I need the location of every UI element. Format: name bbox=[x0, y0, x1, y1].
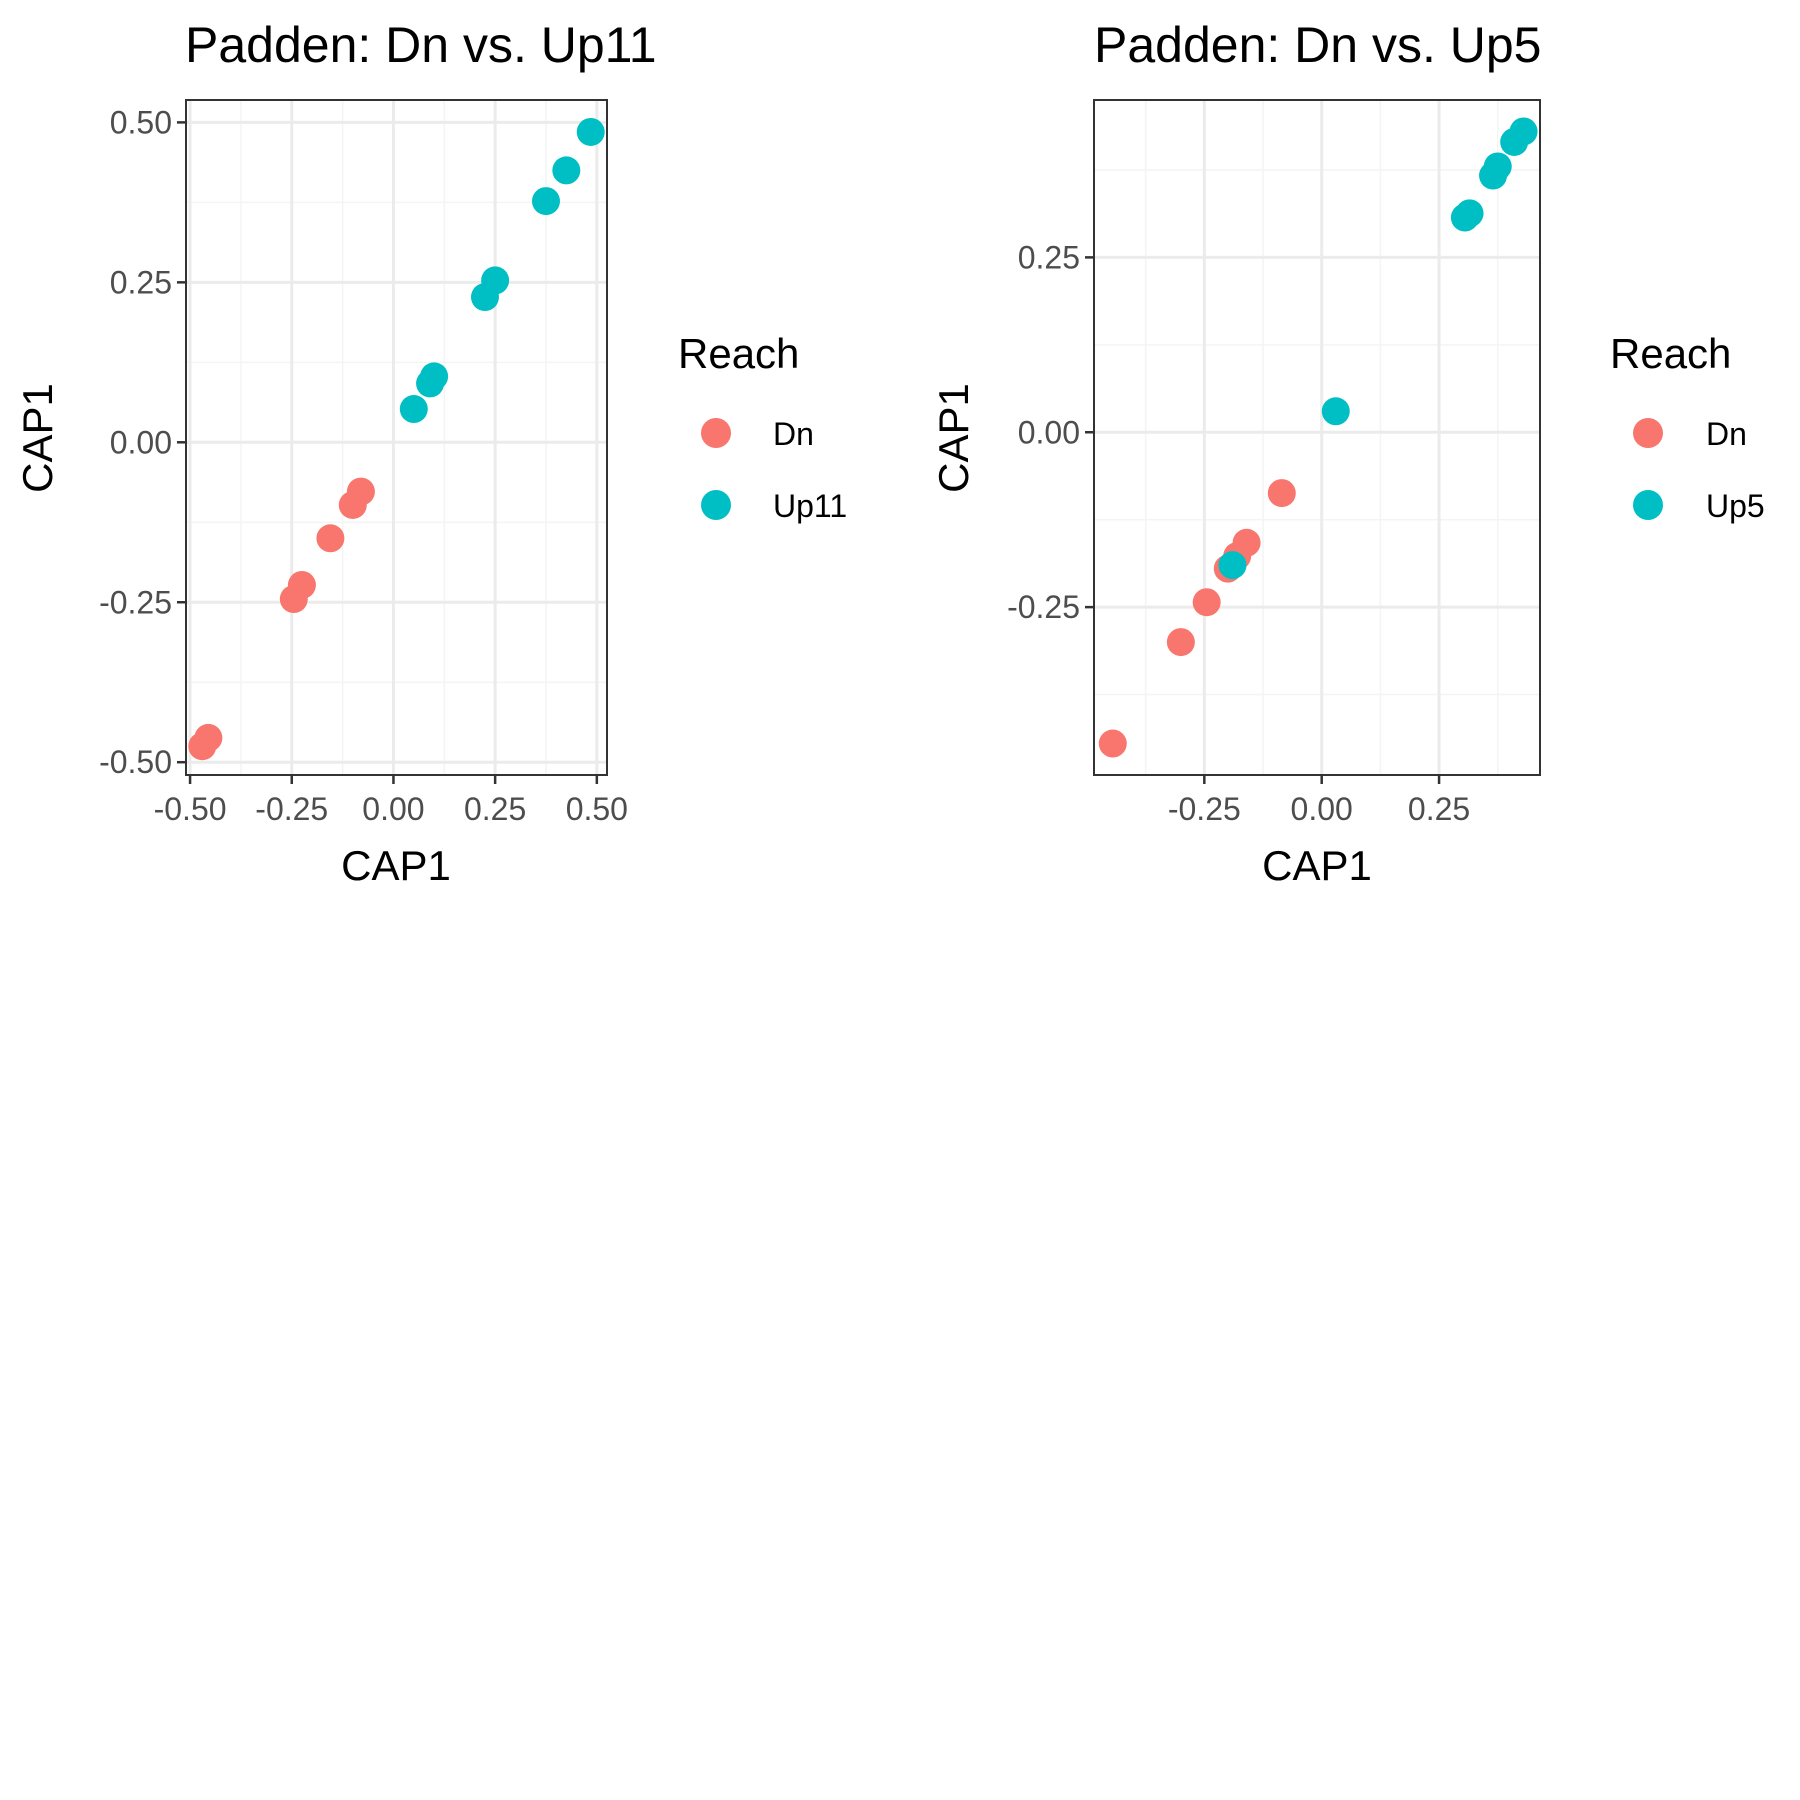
data-point-up5 bbox=[1321, 397, 1350, 426]
y-tick-label: -0.25 bbox=[99, 584, 172, 620]
data-point-dn bbox=[1232, 528, 1261, 557]
y-tick-label: -0.50 bbox=[99, 744, 172, 780]
legend-key-up5 bbox=[1633, 490, 1663, 520]
x-tick-label: -0.25 bbox=[255, 791, 328, 827]
legend-label-dn: Dn bbox=[1706, 416, 1747, 452]
data-point-dn bbox=[1166, 628, 1195, 657]
legend-title: Reach bbox=[678, 330, 799, 377]
data-point-dn bbox=[1098, 729, 1127, 758]
data-point-dn bbox=[316, 524, 345, 553]
data-point-up5 bbox=[1509, 117, 1538, 146]
x-axis-title: CAP1 bbox=[341, 842, 451, 889]
panel-border bbox=[185, 99, 608, 776]
y-axis-title: CAP1 bbox=[14, 383, 61, 493]
data-point-up5 bbox=[1455, 199, 1484, 228]
data-point-dn bbox=[1192, 588, 1221, 617]
chart-dn-vs-up11: -0.50 -0.25 0.00 0.25 0.50 -0.50 -0.25 0.00 0.25… bbox=[14, 17, 847, 889]
data-point-dn bbox=[346, 477, 375, 506]
legend-label-up11: Up11 bbox=[773, 488, 847, 524]
y-tick-label: 0.50 bbox=[110, 104, 172, 140]
chart-dn-vs-up5: -0.25 0.00 0.25 -0.25 0.00 0.25 Padden: Dn vs.… bbox=[930, 17, 1765, 889]
data-point-up11 bbox=[481, 266, 510, 295]
x-tick-label: 0.25 bbox=[464, 791, 526, 827]
y-tick-label: 0.00 bbox=[110, 424, 172, 460]
legend-key-dn bbox=[1633, 418, 1663, 448]
data-point-dn bbox=[287, 570, 316, 599]
data-point-up11 bbox=[399, 395, 428, 424]
y-tick-label: 0.25 bbox=[110, 264, 172, 300]
legend-title: Reach bbox=[1610, 330, 1731, 377]
y-tick-label: 0.00 bbox=[1018, 414, 1080, 450]
legend-label-up5: Up5 bbox=[1706, 488, 1765, 524]
panel-border bbox=[1093, 99, 1541, 776]
chart-title: Padden: Dn vs. Up11 bbox=[185, 17, 657, 73]
data-point-up11 bbox=[552, 156, 581, 185]
x-tick-label: 0.50 bbox=[566, 791, 628, 827]
data-point-dn bbox=[194, 723, 223, 752]
y-tick-label: 0.25 bbox=[1018, 239, 1080, 275]
x-tick-label: -0.25 bbox=[1168, 791, 1241, 827]
data-point-up5 bbox=[1483, 152, 1512, 181]
x-tick-label: 0.25 bbox=[1408, 791, 1470, 827]
legend-key-dn bbox=[701, 418, 731, 448]
data-point-up11 bbox=[531, 187, 560, 216]
data-point-up11 bbox=[420, 362, 449, 391]
y-axis-title: CAP1 bbox=[930, 383, 977, 493]
x-tick-label: 0.00 bbox=[1291, 791, 1353, 827]
y-tick-label: -0.25 bbox=[1007, 589, 1080, 625]
x-tick-label: 0.00 bbox=[362, 791, 424, 827]
data-point-up5 bbox=[1218, 551, 1247, 580]
x-axis-title: CAP1 bbox=[1262, 842, 1372, 889]
data-point-up11 bbox=[576, 117, 605, 146]
legend-key-up11 bbox=[701, 490, 731, 520]
data-point-dn bbox=[1267, 479, 1296, 508]
x-tick-label: -0.50 bbox=[154, 791, 227, 827]
legend-label-dn: Dn bbox=[773, 416, 814, 452]
plot-panel bbox=[186, 100, 607, 775]
chart-title: Padden: Dn vs. Up5 bbox=[1094, 17, 1542, 73]
